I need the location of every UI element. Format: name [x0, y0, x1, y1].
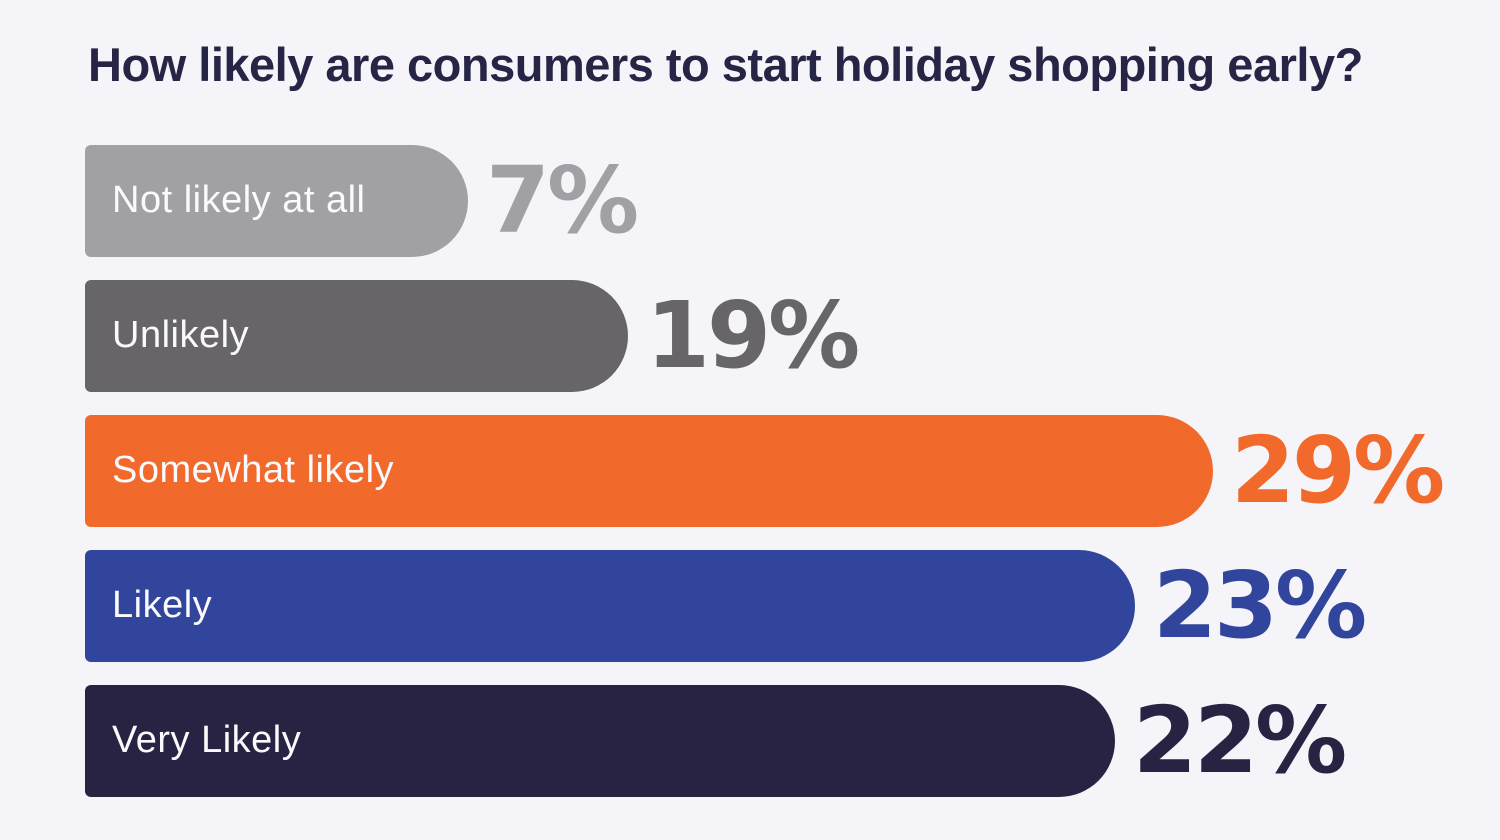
bar-value: 7%: [486, 146, 639, 254]
chart-title: How likely are consumers to start holida…: [88, 38, 1363, 91]
bar-value: 29%: [1231, 416, 1445, 524]
bar-label: Somewhat likely: [112, 449, 395, 492]
bar-row-unlikely: Unlikely 19%: [85, 279, 1500, 392]
bar-row-likely: Likely 23%: [85, 549, 1500, 662]
bar-value: 22%: [1133, 686, 1347, 794]
bar-row-somewhat-likely: Somewhat likely 29%: [85, 414, 1500, 527]
bar-label: Very Likely: [112, 719, 302, 762]
bar-row-very-likely: Very Likely 22%: [85, 684, 1500, 797]
bar-somewhat-likely: Somewhat likely: [85, 414, 1213, 527]
bar-likely: Likely: [85, 549, 1135, 662]
bar-label: Likely: [112, 584, 213, 627]
bar-value: 23%: [1153, 551, 1367, 659]
bar-label: Unlikely: [112, 314, 250, 357]
bar-chart: Not likely at all 7% Unlikely 19% Somewh…: [85, 144, 1500, 797]
bar-row-not-likely-at-all: Not likely at all 7%: [85, 144, 1500, 257]
bar-not-likely-at-all: Not likely at all: [85, 144, 468, 257]
bar-label: Not likely at all: [112, 179, 366, 222]
bar-very-likely: Very Likely: [85, 684, 1115, 797]
bar-value: 19%: [646, 281, 860, 389]
bar-unlikely: Unlikely: [85, 279, 628, 392]
